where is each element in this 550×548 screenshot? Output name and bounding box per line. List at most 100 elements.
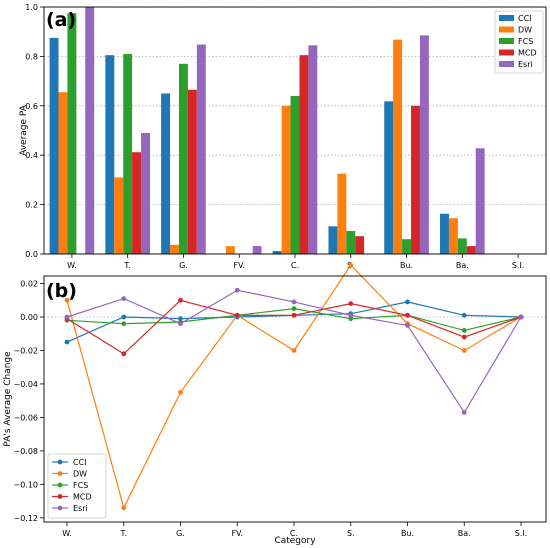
x-tick-label: FV. (233, 261, 245, 270)
bar-fcs (178, 63, 188, 255)
y-tick-label: −0.08 (13, 447, 38, 456)
point-mcd (291, 312, 297, 318)
legend-marker-fcs (57, 482, 63, 488)
x-tick-label: S.I. (512, 261, 525, 270)
x-tick-label: Bu. (400, 261, 413, 270)
point-esri (178, 321, 183, 327)
point-mcd (121, 351, 127, 357)
bar-mcd (411, 105, 420, 254)
x-tick-label: W. (62, 529, 72, 538)
legend-swatch-dw (499, 26, 514, 33)
legend-label-cci: CCI (518, 14, 532, 23)
bar-dw (448, 218, 458, 254)
y-tick-label: −0.02 (13, 346, 38, 355)
y-tick-label: 0.4 (25, 151, 38, 160)
legend-marker-mcd (57, 494, 63, 499)
legend-marker-cci (57, 459, 63, 465)
point-cci (121, 314, 127, 320)
bar-esri (196, 44, 206, 254)
legend-label-esri: Esri (518, 60, 533, 69)
y-tick-label: −0.06 (13, 413, 38, 422)
legend-label-cci: CCI (73, 458, 87, 467)
bar-dw (393, 39, 403, 254)
legend-label-fcs: FCS (518, 37, 533, 46)
point-cci (405, 299, 410, 305)
point-esri (461, 409, 467, 415)
point-mcd (234, 312, 240, 318)
x-axis-label: Category (274, 536, 316, 546)
bar-dw (114, 177, 124, 254)
x-tick-label: W. (67, 261, 77, 270)
x-tick-label: FV. (231, 529, 243, 538)
series-line-fcs (66, 307, 522, 332)
point-esri (234, 287, 240, 293)
y-tick-label: −0.12 (13, 514, 38, 523)
legend-label-dw: DW (73, 470, 87, 479)
bar-chart-panel: 0.00.20.40.60.81.0W.T.G.FV.C.S.Bu.Ba.S.I… (19, 3, 547, 270)
point-esri (291, 299, 297, 305)
x-tick-label: S. (347, 529, 355, 538)
bar-esri (308, 45, 318, 254)
plot-frame (43, 275, 547, 523)
y-tick-label: −0.04 (13, 380, 38, 389)
x-tick-label: C. (291, 261, 299, 270)
point-dw (348, 262, 354, 268)
y-axis-label: PA's Average Change (3, 351, 13, 447)
point-mcd (405, 312, 410, 318)
bar-dw (281, 105, 291, 254)
y-tick-label: 0.00 (20, 313, 38, 322)
bar-mcd (187, 89, 197, 255)
point-fcs (461, 327, 467, 333)
bar-fcs (346, 231, 356, 254)
panel-label: (a) (46, 9, 76, 31)
y-tick-label: 1.0 (25, 3, 38, 12)
point-dw (64, 297, 70, 303)
point-dw (461, 348, 467, 353)
x-tick-label: T. (120, 529, 127, 538)
legend-marker-esri (57, 505, 63, 511)
bar-cci (384, 101, 394, 254)
x-tick-label: G. (176, 529, 185, 538)
y-tick-label: −0.10 (13, 480, 38, 489)
panel-label: (b) (46, 280, 77, 302)
bar-dw (58, 92, 68, 254)
bar-esri (141, 132, 150, 254)
x-tick-label: S.I. (515, 529, 528, 538)
bar-cci (272, 251, 282, 254)
bar-cci (161, 93, 171, 254)
point-fcs (348, 316, 354, 322)
bar-fcs (123, 53, 133, 255)
point-esri (348, 312, 354, 318)
bar-mcd (132, 152, 142, 254)
bar-fcs (67, 13, 77, 254)
bar-esri (85, 7, 95, 254)
bar-fcs (402, 239, 412, 254)
bar-esri (475, 148, 485, 254)
point-cci (178, 316, 183, 322)
legend-label-fcs: FCS (73, 481, 88, 490)
bar-cci (328, 226, 338, 254)
legend-swatch-mcd (499, 49, 514, 56)
point-dw (121, 505, 127, 511)
point-esri (405, 322, 410, 328)
point-cci (64, 339, 70, 345)
point-mcd (461, 334, 467, 340)
point-mcd (178, 297, 183, 303)
bar-mcd (299, 55, 309, 254)
line-chart-panel: −0.12 −0.10 −0.08 −0.06 −0.04 −0.02 0.00 0.02 W.… (3, 262, 547, 546)
point-dw (291, 348, 297, 353)
x-tick-label: Ba. (456, 261, 469, 270)
plot-frame (43, 6, 547, 255)
bar-fcs (290, 95, 300, 254)
x-tick-label: T. (123, 261, 130, 270)
x-tick-label: C. (290, 529, 298, 538)
legend-swatch-esri (499, 61, 514, 67)
bar-fcs (457, 238, 467, 254)
y-tick-label: 0.6 (25, 102, 38, 111)
legend-label-mcd: MCD (73, 493, 92, 502)
bar-cci (49, 37, 59, 254)
bar-esri (252, 246, 262, 254)
point-esri (121, 296, 127, 301)
bar-mcd (355, 236, 365, 254)
